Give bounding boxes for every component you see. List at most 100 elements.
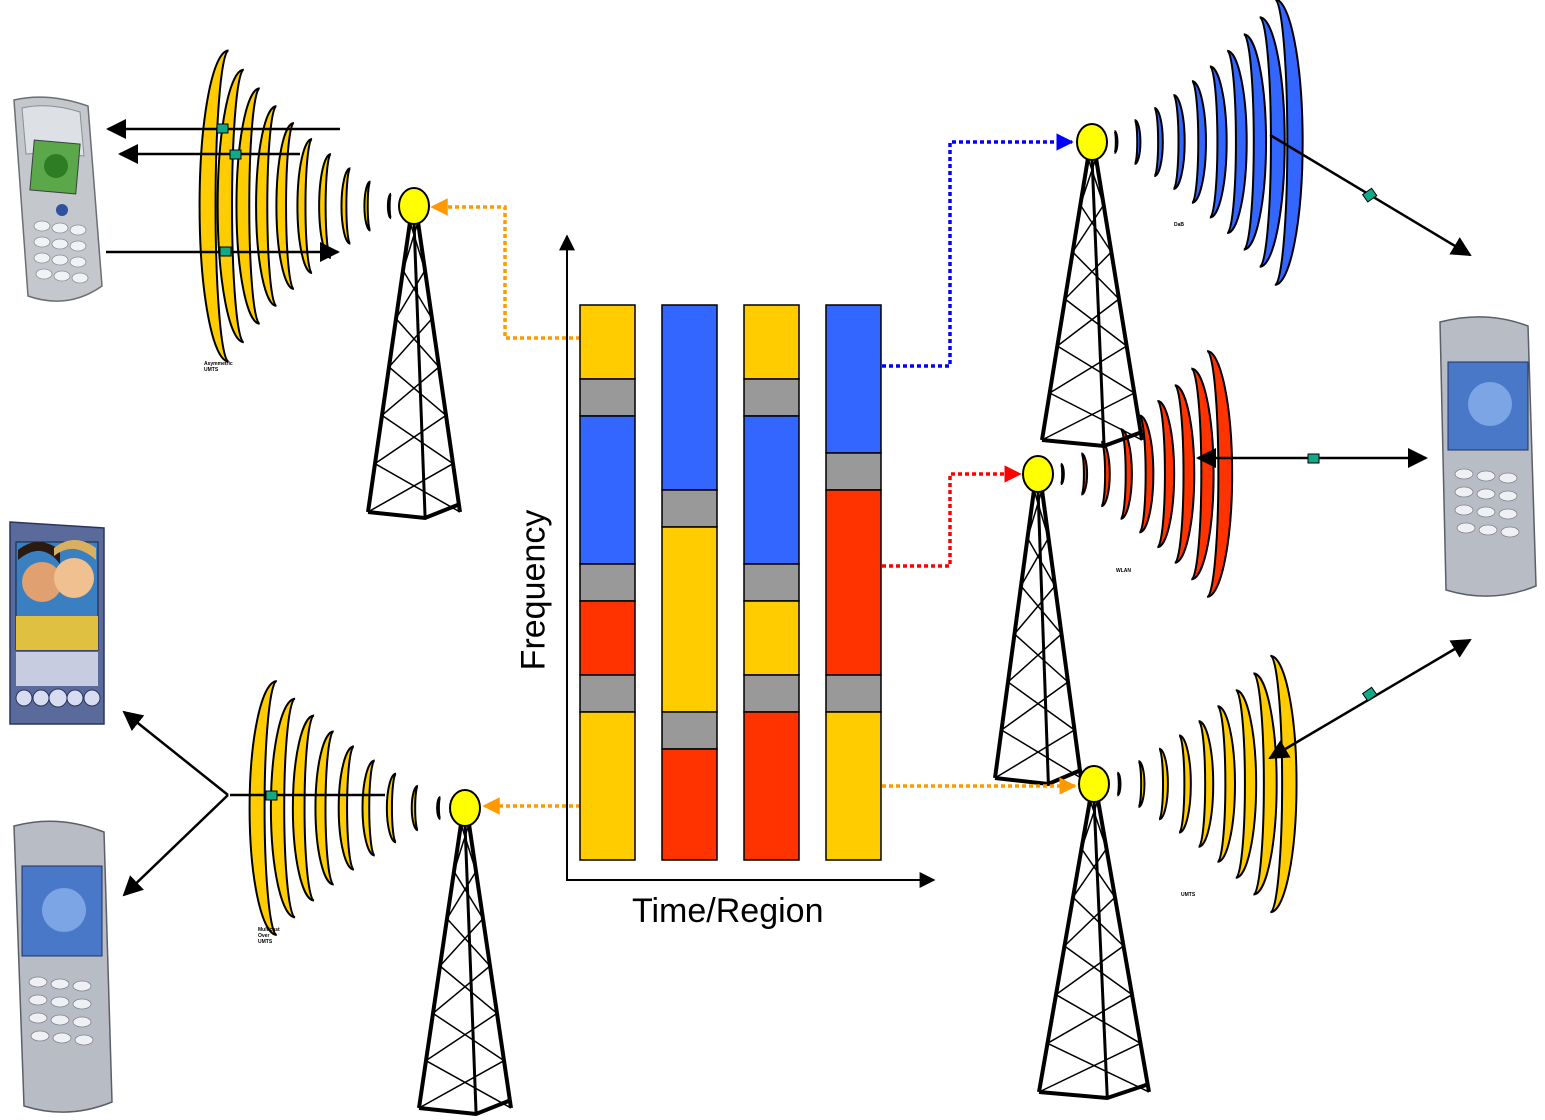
spectrum-segment-yellow [743, 600, 800, 676]
spectrum-segment-gray [743, 563, 800, 602]
multicast-arrow-up [122, 710, 229, 796]
asymmetric-umts-waves [198, 49, 393, 363]
wave-arc [1174, 384, 1196, 564]
spectrum-segment-blue [661, 304, 718, 491]
ip-packet-icon [1361, 686, 1378, 702]
wave-arc [314, 730, 335, 886]
spectrum-columns [579, 304, 882, 861]
wave-arc [1156, 399, 1176, 549]
antenna-icon [398, 187, 430, 225]
wlan-waves [1059, 350, 1234, 598]
umts-waves [1116, 654, 1298, 914]
spectrum-segment-gray [579, 674, 636, 713]
wave-arc [386, 192, 393, 220]
spectrum-segment-red [743, 711, 800, 861]
wave-arc [255, 105, 277, 307]
spectrum-segment-blue [825, 304, 882, 454]
phone-top-left [13, 96, 103, 302]
wave-arc [1274, 0, 1304, 286]
wave-arc [1217, 705, 1237, 863]
wave-arc [248, 680, 278, 936]
wave-arc [275, 121, 295, 291]
wave-arc [1100, 440, 1111, 508]
wave-arc [1080, 452, 1089, 496]
spectrum-segment-gray [579, 563, 636, 602]
wave-arc [385, 772, 397, 844]
spectrum-segment-gray [743, 378, 800, 417]
wave-arc [1120, 428, 1133, 520]
tower-icon [1037, 799, 1151, 1101]
umts-label: UMTS [1181, 892, 1196, 898]
wave-arc [1178, 734, 1192, 834]
wave-arc [1226, 49, 1248, 235]
antenna-icon [449, 789, 481, 827]
spectrum-segment-yellow [579, 304, 636, 380]
wave-arc [340, 167, 351, 245]
wave-arc [1158, 747, 1169, 821]
ip-packet-icon [216, 123, 229, 134]
link-asymmetric-umts [430, 198, 580, 340]
tower-icon [1040, 157, 1144, 449]
wlan-label: WLAN [1116, 568, 1131, 574]
dab-label: DaB [1174, 222, 1185, 228]
spectrum-segment-red [579, 600, 636, 676]
spectrum-segment-blue [743, 415, 800, 565]
wave-arc [318, 153, 332, 259]
ip-packet-icon [1307, 453, 1320, 464]
wave-arc [1134, 118, 1142, 166]
spectrum-links [430, 133, 1077, 815]
time-region-axis-label: Time/Region [632, 892, 824, 930]
spectrum-segment-yellow [743, 304, 800, 380]
ip-packet-icon [1361, 187, 1378, 203]
pda-left [9, 521, 105, 725]
wave-arc [1153, 106, 1164, 178]
wave-arc [1235, 689, 1258, 879]
wave-arc [291, 714, 315, 902]
multicast-arrow-down [122, 794, 229, 897]
tower-icon [417, 823, 513, 1117]
wave-arc [1209, 65, 1228, 219]
spectrum-segment-gray [579, 378, 636, 417]
wave-arc [1137, 760, 1146, 808]
antennas [398, 123, 1110, 827]
wave-arc [1116, 771, 1122, 797]
frequency-axis-label: Frequency [514, 509, 553, 671]
wave-arc [363, 180, 372, 232]
dab-waves [1113, 0, 1304, 286]
spectrum-segment-gray [743, 674, 800, 713]
spectrum-segment-gray [825, 674, 882, 713]
spectrum-chart [559, 234, 936, 888]
wave-arc [1191, 80, 1207, 204]
ip-packet-icon [219, 246, 232, 257]
wave-arc [1172, 94, 1186, 190]
phone-right [1439, 316, 1537, 597]
wave-arc [361, 759, 376, 857]
wave-arc [410, 784, 419, 832]
antenna-icon [1078, 765, 1110, 803]
spectrum-segment-yellow [825, 711, 882, 861]
antenna-icon [1076, 123, 1108, 161]
ip-packet-icon [229, 149, 242, 160]
towers [366, 157, 1151, 1117]
spectrum-segment-blue [579, 415, 636, 565]
multicast-umts-waves [248, 680, 442, 936]
wave-arc [1190, 367, 1215, 581]
tower-icon [366, 221, 462, 521]
spectrum-segment-yellow [661, 526, 718, 713]
multicast-umts-label: Multicast Over UMTS [258, 927, 280, 945]
wave-arc [1198, 720, 1215, 848]
spectrum-segment-red [661, 748, 718, 861]
tower-icon [993, 489, 1083, 787]
spectrum-segment-gray [661, 489, 718, 528]
ip-packets [216, 123, 1378, 801]
spectrum-segment-red [825, 489, 882, 676]
link-wlan [882, 465, 1022, 568]
link-dab [882, 133, 1074, 368]
spectrum-segment-gray [661, 711, 718, 750]
asymmetric-umts-label: Asymmetric UMTS [204, 361, 233, 373]
wave-arc [1243, 33, 1268, 251]
wave-arc [436, 796, 442, 820]
wave-arc [269, 697, 296, 919]
ip-packet-icon [265, 790, 278, 801]
